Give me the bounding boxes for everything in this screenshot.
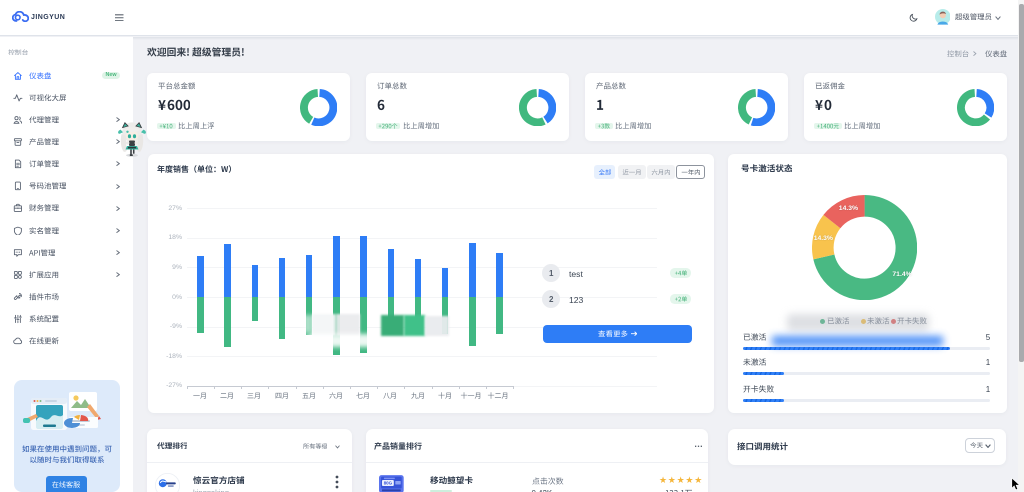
svg-text:80G: 80G [384,481,393,486]
